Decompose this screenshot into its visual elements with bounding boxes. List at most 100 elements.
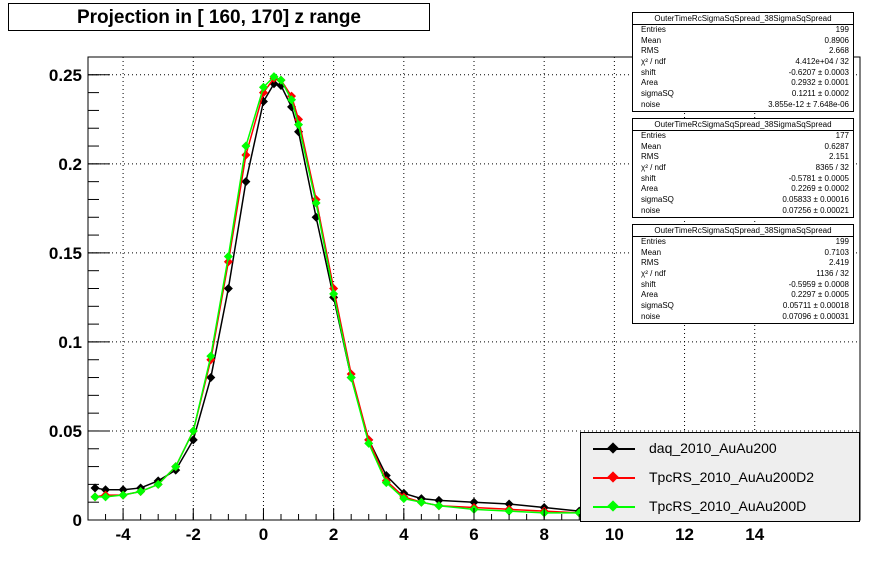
stats-header: OuterTimeRcSigmaSqSpread_38SigmaSqSpread [633, 225, 853, 237]
data-point [90, 492, 100, 502]
stats-row: sigmaSQ 0.1211 ± 0.0002 [633, 89, 853, 100]
y-tick-label: 0.2 [58, 155, 82, 174]
data-point [223, 284, 233, 293]
stats-value: 199 [835, 237, 849, 246]
chart-title: Projection in [ 160, 170] z range [8, 3, 430, 31]
data-point [504, 499, 514, 509]
y-tick-label: 0 [73, 511, 82, 530]
series-group [90, 79, 584, 516]
data-point [188, 426, 198, 436]
stats-row: shift -0.6207 ± 0.0003 [633, 68, 853, 79]
stats-value: -0.5959 ± 0.0008 [788, 279, 849, 289]
legend: daq_2010_AuAu200 TpcRS_2010_AuAu200D2 Tp… [580, 432, 860, 522]
x-tick-label: 4 [399, 525, 409, 544]
stats-key: RMS [641, 258, 659, 268]
data-point [469, 497, 479, 507]
stats-row: Area 0.2932 ± 0.0001 [633, 78, 853, 89]
x-tick-label: 14 [745, 525, 764, 544]
stats-row: RMS 2.419 [633, 258, 853, 269]
data-point [294, 120, 304, 130]
stats-key: shift [641, 173, 656, 183]
stats-value: 0.05833 ± 0.00016 [782, 195, 849, 205]
data-point [364, 438, 374, 448]
stats-key: shift [641, 279, 656, 289]
stats-box-1: OuterTimeRcSigmaSqSpread_38SigmaSqSpread… [632, 12, 854, 112]
stats-row: shift -0.5781 ± 0.0005 [633, 174, 853, 185]
y-tick-label: 0.1 [58, 333, 82, 352]
stats-row: RMS 2.668 [633, 46, 853, 57]
stats-value: -0.6207 ± 0.0003 [788, 67, 849, 77]
stats-value: 1136 / 32 [816, 269, 849, 279]
x-tick-label: 2 [329, 525, 338, 544]
stats-key: noise [641, 99, 661, 109]
legend-label: TpcRS_2010_AuAu200D [649, 498, 807, 514]
stats-value: 2.151 [828, 152, 849, 162]
stats-key: Entries [641, 25, 666, 34]
data-point [101, 485, 111, 495]
stats-key: Entries [641, 237, 666, 246]
data-point [346, 373, 356, 383]
axes: -4 -2 0 2 4 6 8 10 12 14 0 0.05 0.1 0.15 0.2 0.25 [49, 56, 861, 544]
x-tick-label: 12 [675, 525, 694, 544]
legend-marker [607, 500, 619, 512]
data-point [434, 501, 444, 511]
data-point [118, 485, 128, 495]
data-point [434, 495, 444, 505]
stats-row: RMS 2.151 [633, 152, 853, 163]
stats-row: Mean 0.8906 [633, 36, 853, 47]
stats-key: noise [641, 205, 661, 215]
data-point [223, 251, 233, 261]
data-point [311, 198, 321, 208]
stats-row: Entries 199 [633, 25, 853, 36]
legend-label: daq_2010_AuAu200 [649, 440, 777, 456]
data-point [153, 479, 163, 489]
data-point [101, 492, 111, 502]
stats-key: sigmaSQ [641, 301, 674, 311]
stats-key: Area [641, 78, 658, 88]
stats-value: 0.2269 ± 0.0002 [791, 184, 849, 194]
x-tick-label: 0 [259, 525, 268, 544]
stats-key: Area [641, 184, 658, 194]
stats-key: noise [641, 311, 661, 321]
stats-row: χ² / ndf 1136 / 32 [633, 269, 853, 280]
stats-value: 177 [835, 131, 849, 140]
data-point [381, 478, 391, 488]
stats-row: noise 0.07096 ± 0.00031 [633, 312, 853, 323]
stats-key: RMS [641, 152, 659, 162]
stats-value: 0.6287 [824, 141, 849, 151]
data-point [241, 177, 251, 187]
stats-value: 0.2297 ± 0.0005 [791, 290, 849, 300]
data-point [90, 483, 100, 493]
data-point [504, 506, 514, 516]
stats-row: shift -0.5959 ± 0.0008 [633, 280, 853, 291]
stats-row: Mean 0.6287 [633, 142, 853, 153]
data-point [136, 487, 146, 497]
legend-item-tpcrs-d: TpcRS_2010_AuAu200D [581, 493, 859, 521]
series-group [90, 72, 584, 518]
data-point [118, 490, 128, 500]
stats-key: χ² / ndf [641, 269, 666, 279]
stats-value: 0.8906 [824, 35, 849, 45]
legend-item-daq: daq_2010_AuAu200 [581, 435, 859, 463]
stats-key: Entries [641, 131, 666, 140]
grid-lines [88, 57, 860, 520]
stats-value: 199 [835, 25, 849, 34]
stats-key: Mean [641, 247, 662, 257]
data-point [188, 435, 198, 445]
data-point [206, 373, 216, 383]
data-point [206, 351, 216, 361]
stats-value: 0.07256 ± 0.00021 [782, 205, 849, 215]
stats-key: sigmaSQ [641, 89, 674, 99]
stats-key: sigmaSQ [641, 195, 674, 205]
data-point [223, 257, 233, 267]
stats-value: 0.05711 ± 0.00018 [782, 301, 849, 311]
data-point [329, 289, 339, 299]
stats-key: shift [641, 67, 656, 77]
x-tick-label: 6 [469, 525, 478, 544]
stats-value: 0.2932 ± 0.0001 [791, 78, 849, 88]
data-point [241, 150, 251, 160]
legend-marker [607, 471, 619, 483]
stats-row: χ² / ndf 8365 / 32 [633, 163, 853, 174]
y-tick-label: 0.05 [49, 422, 82, 441]
